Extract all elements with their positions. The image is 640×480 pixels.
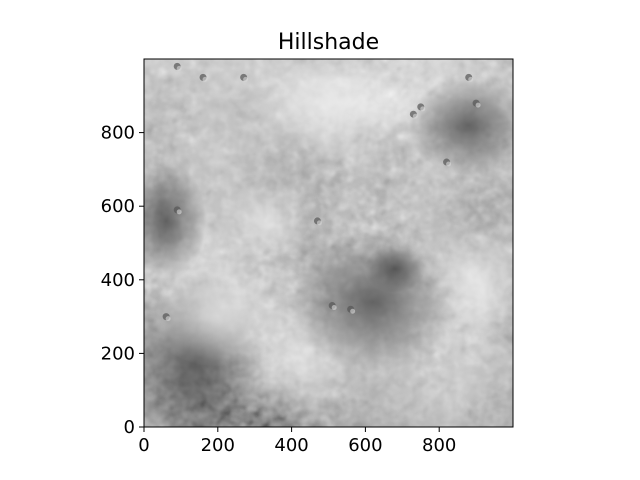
x-tick-label: 600	[348, 435, 382, 456]
y-tick-label: 400	[101, 270, 135, 291]
y-axis: 0 200 400 600 800	[101, 123, 144, 438]
chart-title: Hillshade	[278, 30, 379, 55]
y-tick-label: 800	[101, 123, 135, 144]
y-tick-label: 200	[101, 343, 135, 364]
hillshade-image	[144, 59, 513, 427]
y-tick-label: 0	[124, 417, 135, 438]
x-tick-label: 200	[201, 435, 235, 456]
x-axis: 0 200 400 600 800	[138, 427, 456, 456]
x-tick-label: 800	[422, 435, 456, 456]
x-tick-label: 400	[274, 435, 308, 456]
plot-frame	[143, 58, 514, 428]
x-tick-label: 0	[138, 435, 149, 456]
y-tick-label: 600	[101, 196, 135, 217]
